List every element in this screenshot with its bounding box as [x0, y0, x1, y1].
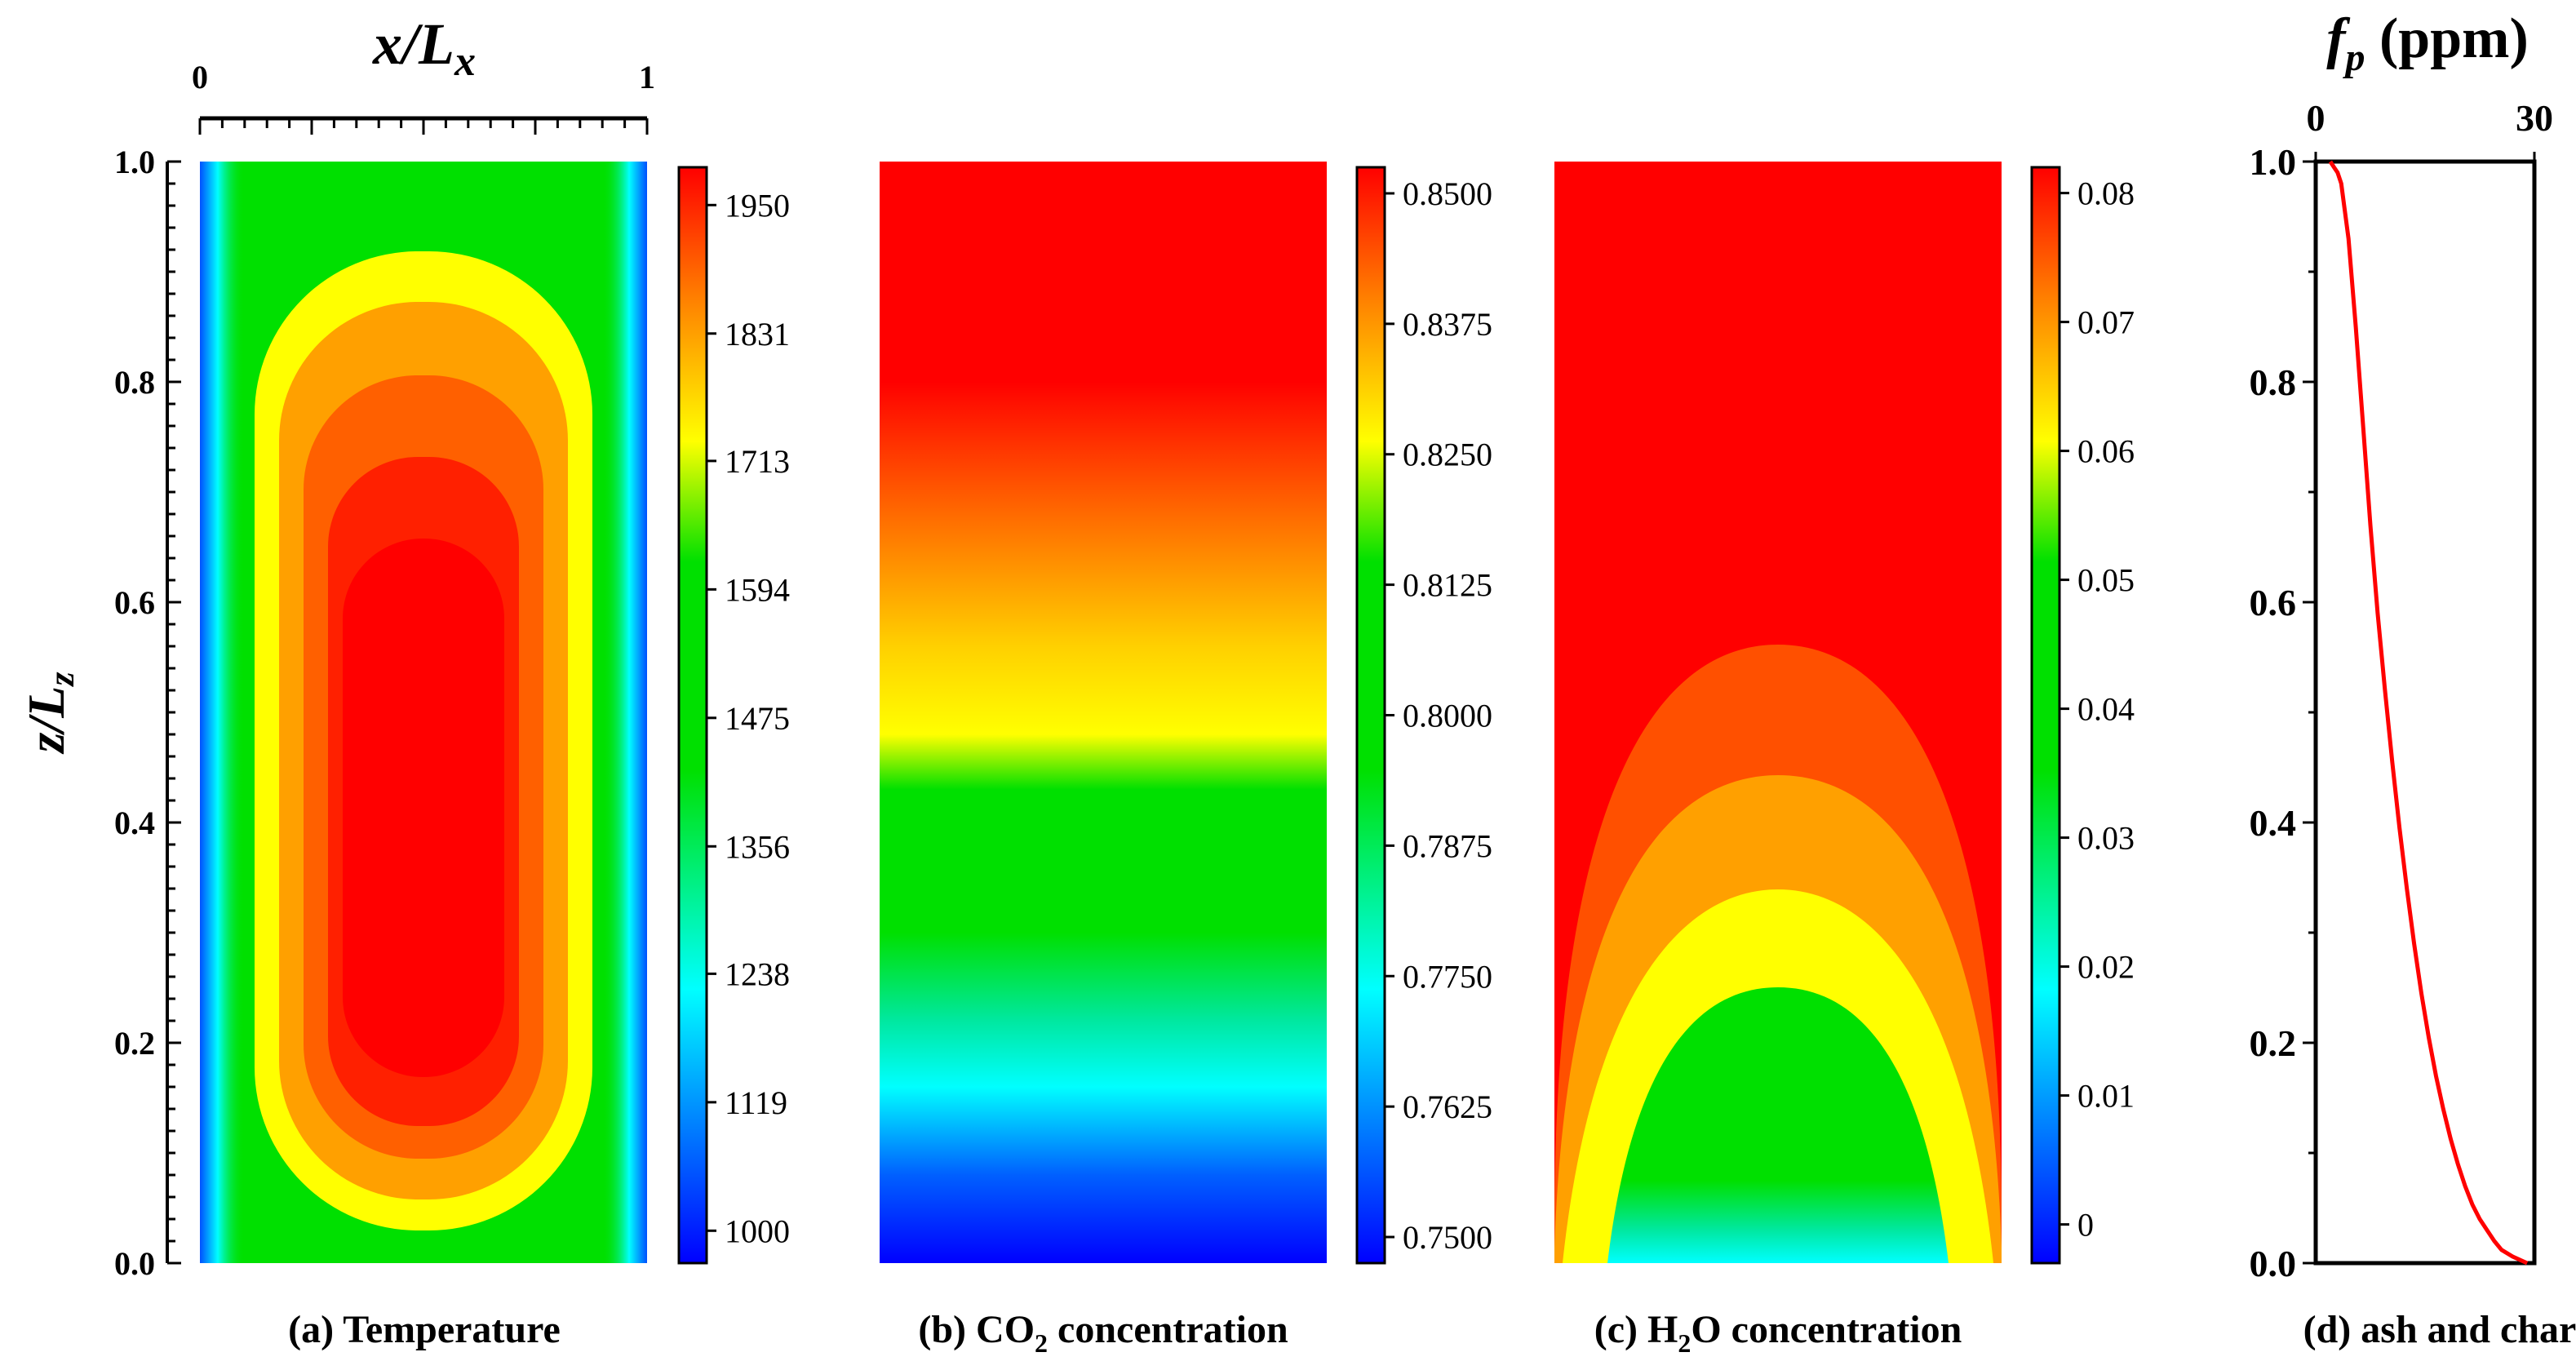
xlabel-x-sub: x [454, 38, 476, 85]
x-tick-label-a: 1 [639, 59, 655, 95]
a-colorbar-tick-label: 1950 [725, 187, 790, 224]
y-tick-label-a: 1.0 [114, 144, 155, 180]
title-b-sub: 2 [1035, 1328, 1048, 1358]
b-colorbar-tick-label: 0.8250 [1403, 437, 1492, 473]
c-colorbar-tick-label: 0 [2077, 1207, 2094, 1244]
a-colorbar-tick-label: 1831 [725, 316, 790, 352]
c-colorbar-scale [2030, 166, 2061, 1265]
colorbar-a: 1000 1119 1238 1356 1475 1594 1713 1831 1950 [677, 166, 790, 1265]
fp-series-line [2328, 160, 2529, 1266]
b-colorbar-tick-label: 0.7500 [1403, 1219, 1492, 1256]
panel-title-c: (c) H2O concentration [1594, 1308, 1962, 1358]
ylabel-z-sub: z [42, 672, 82, 688]
xlabel-x: x/L [372, 11, 454, 77]
axes-d: 0.0 0.2 0.4 0.6 0.8 1.00 30 [2250, 97, 2554, 1284]
panel-title-d: (d) ash and char [2303, 1308, 2576, 1351]
colorbar-b: 0.7500 0.7625 0.7750 0.7875 0.8000 0.8125 0.82… [1355, 166, 1492, 1265]
x-axis-label-d: fp (ppm) [2326, 7, 2529, 79]
a-colorbar-tick-label: 1475 [725, 700, 790, 737]
c-colorbar-tick-label: 0.01 [2077, 1078, 2135, 1115]
y-tick-label-a: 0.6 [114, 584, 155, 621]
c-colorbar-tick-label: 0.05 [2077, 562, 2135, 599]
panel-a: 0.0 0.2 0.4 0.6 0.8 1.0 0 1 1000 1119 1238 1356 147… [17, 11, 790, 1351]
a-colorbar-scale [677, 166, 708, 1265]
axes-a: 0.0 0.2 0.4 0.6 0.8 1.0 0 1 [114, 59, 655, 1282]
a-colorbar-tick-label: 1356 [725, 828, 790, 865]
b-colorbar-tick-label: 0.7625 [1403, 1088, 1492, 1125]
y-tick-label-a: 0.2 [114, 1025, 155, 1062]
y-tick-label-a: 0.8 [114, 364, 155, 401]
ylabel-z: z/L [17, 686, 75, 755]
plot-frame-d [2313, 159, 2537, 1266]
y-tick-label-d: 0.8 [2250, 361, 2297, 403]
title-b-suffix: concentration [1048, 1308, 1288, 1351]
title-c-suffix: O concentration [1691, 1308, 1962, 1351]
c-colorbar-tick-label: 0.07 [2077, 304, 2135, 341]
y-tick-label-d: 0.4 [2250, 802, 2297, 844]
a-colorbar-tick-label: 1713 [725, 443, 790, 480]
panel-b: 0.7500 0.7625 0.7750 0.7875 0.8000 0.8125 0.82… [880, 162, 1492, 1358]
b-colorbar-tick-label: 0.7750 [1403, 958, 1492, 995]
y-axis-label-a: z/Lz [17, 672, 82, 755]
b-colorbar-tick-label: 0.8375 [1403, 306, 1492, 343]
y-tick-label-a: 0.4 [114, 805, 155, 841]
b-colorbar-tick-label: 0.8000 [1403, 698, 1492, 734]
c-colorbar-tick-label: 0.08 [2077, 175, 2135, 212]
xlabel-d-sub: p [2343, 36, 2365, 79]
x-tick-label-a: 0 [192, 59, 208, 95]
c-colorbar-tick-label: 0.02 [2077, 949, 2135, 986]
b-colorbar-tick-label: 0.8125 [1403, 567, 1492, 604]
x-tick-label-d: 0 [2307, 97, 2325, 139]
title-c-prefix: (c) H [1594, 1308, 1678, 1351]
a-colorbar-tick-label: 1238 [725, 955, 790, 992]
co2-field [880, 162, 1327, 1263]
b-colorbar-tick-label: 0.7875 [1403, 827, 1492, 864]
y-tick-label-a: 0.0 [114, 1245, 155, 1282]
title-b-prefix: (b) CO [918, 1308, 1035, 1351]
a-colorbar-tick-label: 1594 [725, 571, 790, 608]
a-colorbar-tick-label: 1119 [725, 1084, 787, 1121]
panel-title-a: (a) Temperature [288, 1308, 561, 1351]
temperature-field [200, 162, 647, 1263]
panel-title-b: (b) CO2 concentration [918, 1308, 1288, 1358]
x-axis-label-a: x/Lx [372, 11, 476, 85]
x-tick-label-d: 30 [2516, 97, 2553, 139]
xlabel-d-unit: (ppm) [2365, 7, 2529, 70]
y-tick-label-d: 0.2 [2250, 1022, 2297, 1064]
b-colorbar-tick-label: 0.8500 [1403, 175, 1492, 212]
a-colorbar-tick-label: 1000 [725, 1213, 790, 1249]
h2o-field [1554, 162, 2002, 1263]
colorbar-c: 0 0.01 0.02 0.03 0.04 0.05 0.06 0.07 0.08 [2030, 166, 2135, 1265]
y-tick-label-d: 1.0 [2250, 141, 2297, 183]
c-colorbar-tick-label: 0.03 [2077, 820, 2135, 857]
panel-c: 0 0.01 0.02 0.03 0.04 0.05 0.06 0.07 0.08 (c) H2… [1554, 162, 2135, 1358]
c-colorbar-tick-label: 0.04 [2077, 691, 2135, 728]
y-tick-label-d: 0.6 [2250, 582, 2297, 623]
b-colorbar-scale [1355, 166, 1386, 1265]
c-colorbar-tick-label: 0.06 [2077, 433, 2135, 470]
y-tick-label-d: 0.0 [2250, 1243, 2297, 1284]
title-c-sub: 2 [1678, 1328, 1691, 1358]
panel-d: 0.0 0.2 0.4 0.6 0.8 1.00 30 fp (ppm) (d) ash a… [2250, 7, 2576, 1351]
